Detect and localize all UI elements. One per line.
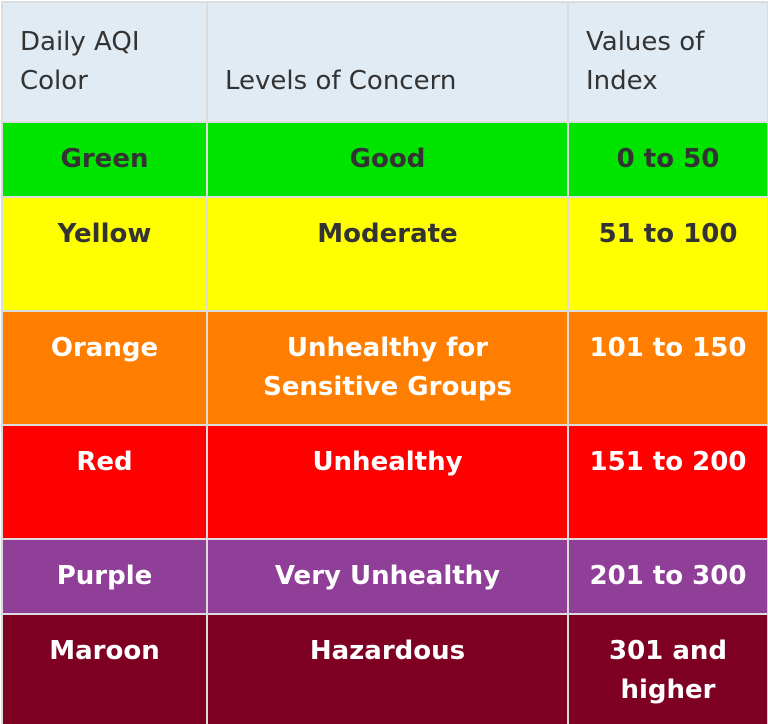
level-cell: Hazardous [206,613,569,724]
header-row: Daily AQI Color Levels of Concern Values… [1,1,768,123]
table-row: Maroon Hazardous 301 and higher [1,613,768,724]
index-range-cell: 301 and higher [567,613,768,724]
color-name-cell: Maroon [1,613,208,724]
table-row: Yellow Moderate 51 to 100 [1,196,768,312]
index-range-cell: 101 to 150 [567,310,768,426]
level-cell: Unhealthy [206,424,569,540]
header-levels-of-concern: Levels of Concern [206,1,569,123]
header-values-of-index: Values of Index [567,1,768,123]
index-range-cell: 51 to 100 [567,196,768,312]
index-range-cell: 151 to 200 [567,424,768,540]
header-aqi-color: Daily AQI Color [1,1,208,123]
color-name-cell: Green [1,121,208,198]
index-range-cell: 201 to 300 [567,538,768,615]
table-row: Green Good 0 to 50 [1,121,768,198]
level-cell: Unhealthy for Sensitive Groups [206,310,569,426]
index-range-cell: 0 to 50 [567,121,768,198]
color-name-cell: Red [1,424,208,540]
level-cell: Good [206,121,569,198]
level-cell: Very Unhealthy [206,538,569,615]
table-row: Orange Unhealthy for Sensitive Groups 10… [1,310,768,426]
table-row: Purple Very Unhealthy 201 to 300 [1,538,768,615]
color-name-cell: Orange [1,310,208,426]
color-name-cell: Purple [1,538,208,615]
table-row: Red Unhealthy 151 to 200 [1,424,768,540]
level-cell: Moderate [206,196,569,312]
color-name-cell: Yellow [1,196,208,312]
